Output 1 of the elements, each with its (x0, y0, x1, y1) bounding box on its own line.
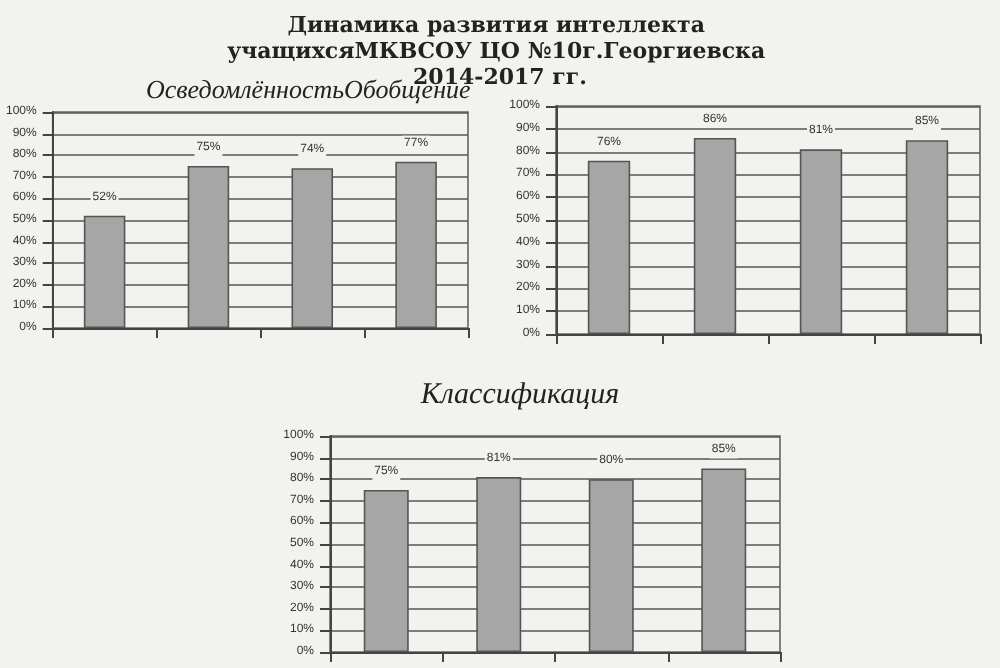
chart-title: Классификация (418, 379, 620, 411)
